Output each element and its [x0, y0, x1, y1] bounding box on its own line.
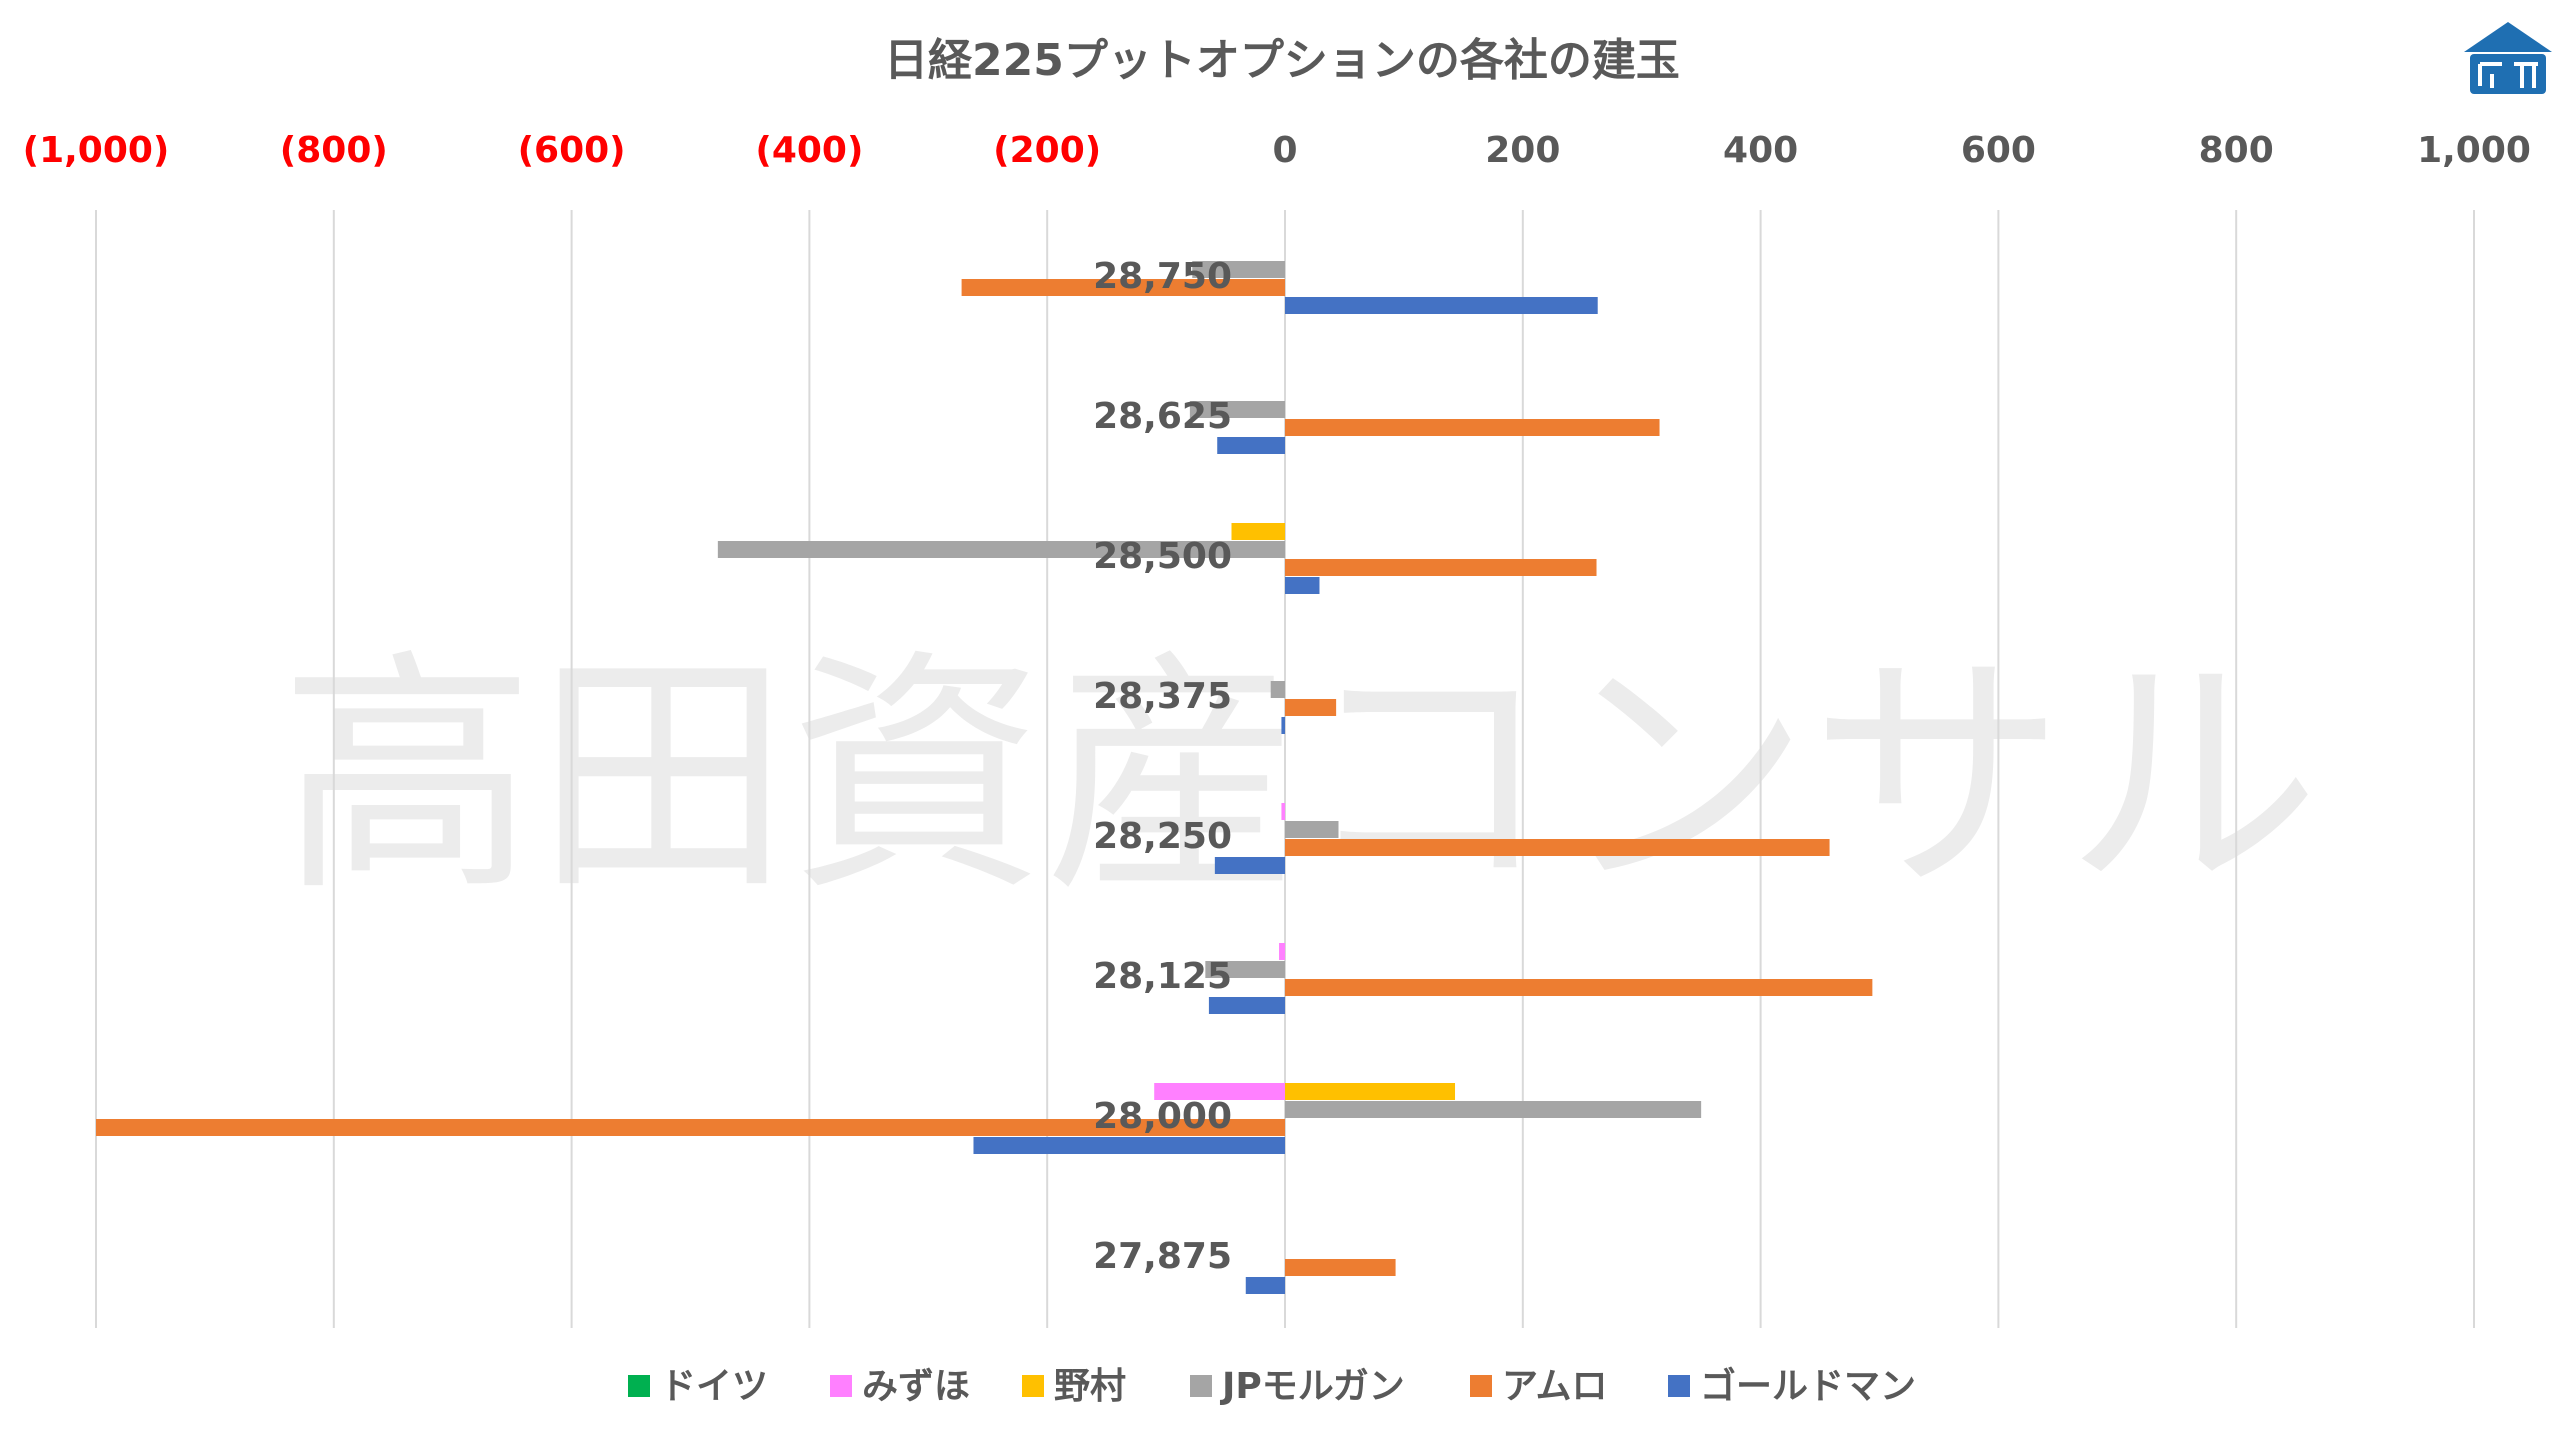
bar	[961, 279, 1285, 296]
bar	[1285, 979, 1873, 996]
bar	[1214, 857, 1285, 874]
bar	[1154, 1083, 1285, 1100]
bar	[1285, 1259, 1396, 1276]
legend-label: みずほ	[862, 1366, 970, 1407]
bar	[1231, 523, 1285, 540]
category-label: 28,750	[1093, 256, 1232, 297]
bar	[1285, 419, 1660, 436]
bar	[1285, 839, 1830, 856]
category-label: 28,125	[1093, 956, 1232, 997]
category-label: 28,000	[1093, 1096, 1232, 1137]
category-label: 28,375	[1093, 676, 1232, 717]
gridlines	[95, 210, 2475, 1328]
x-tick-label: 400	[1723, 130, 1798, 171]
legend-swatch	[628, 1375, 650, 1397]
bar	[1189, 401, 1285, 418]
legend-swatch	[1190, 1375, 1212, 1397]
bar	[1208, 997, 1285, 1014]
bar	[1281, 803, 1285, 820]
bar	[1285, 821, 1339, 838]
legend-label: JPモルガン	[1219, 1366, 1405, 1407]
chart-title: 日経225プットオプションの各社の建玉	[884, 35, 1680, 86]
legend: ドイツ みずほ 野村 JPモルガン アムロ ゴールドマン	[628, 1365, 1916, 1407]
bar	[1279, 943, 1285, 960]
bar	[1217, 437, 1285, 454]
category-label: 27,875	[1093, 1236, 1232, 1277]
bars	[96, 261, 1873, 1294]
x-tick-label: 0	[1272, 130, 1297, 171]
x-tick-label: 1,000	[2417, 130, 2531, 171]
x-tick-label: 600	[1961, 130, 2036, 171]
watermark: 高田資産コンサル	[280, 629, 2320, 926]
category-labels: 28,750 28,625 28,500 28,375 28,250 28,125 28,0…	[1093, 256, 1232, 1277]
bar	[1285, 297, 1598, 314]
x-tick-label: 800	[2199, 130, 2274, 171]
bar	[1285, 559, 1597, 576]
legend-label: ゴールドマン	[1700, 1365, 1916, 1407]
watermark-layer: 高田資産コンサル	[280, 629, 2320, 926]
x-tick-label: (600)	[518, 130, 626, 171]
legend-label: アムロ	[1502, 1366, 1607, 1407]
x-tick-label: (400)	[755, 130, 863, 171]
bar	[1205, 961, 1285, 978]
legend-swatch	[1470, 1375, 1492, 1397]
legend-swatch	[830, 1375, 852, 1397]
x-tick-label: (1,000)	[23, 130, 170, 171]
bar	[96, 1119, 1285, 1136]
legend-swatch	[1668, 1375, 1690, 1397]
category-label: 28,250	[1093, 816, 1232, 857]
bar	[1245, 1277, 1285, 1294]
x-tick-label: (800)	[280, 130, 388, 171]
bar	[1285, 1101, 1702, 1118]
x-tick-label: 200	[1485, 130, 1560, 171]
bar	[1192, 261, 1285, 278]
logo-icon	[2464, 22, 2552, 94]
bar	[1285, 1083, 1456, 1100]
bar	[1270, 681, 1285, 698]
bar	[973, 1137, 1285, 1154]
legend-label: ドイツ	[660, 1366, 768, 1407]
category-label: 28,625	[1093, 396, 1232, 437]
category-label: 28,500	[1093, 536, 1232, 577]
bar	[1281, 717, 1285, 734]
x-axis-ticks: (1,000) (800) (600) (400) (200) 0 200 400 600 800…	[23, 130, 2531, 171]
bar	[717, 541, 1285, 558]
legend-label: 野村	[1054, 1366, 1126, 1407]
legend-swatch	[1022, 1375, 1044, 1397]
bar	[1285, 699, 1337, 716]
x-tick-label: (200)	[993, 130, 1101, 171]
bar	[1285, 577, 1320, 594]
